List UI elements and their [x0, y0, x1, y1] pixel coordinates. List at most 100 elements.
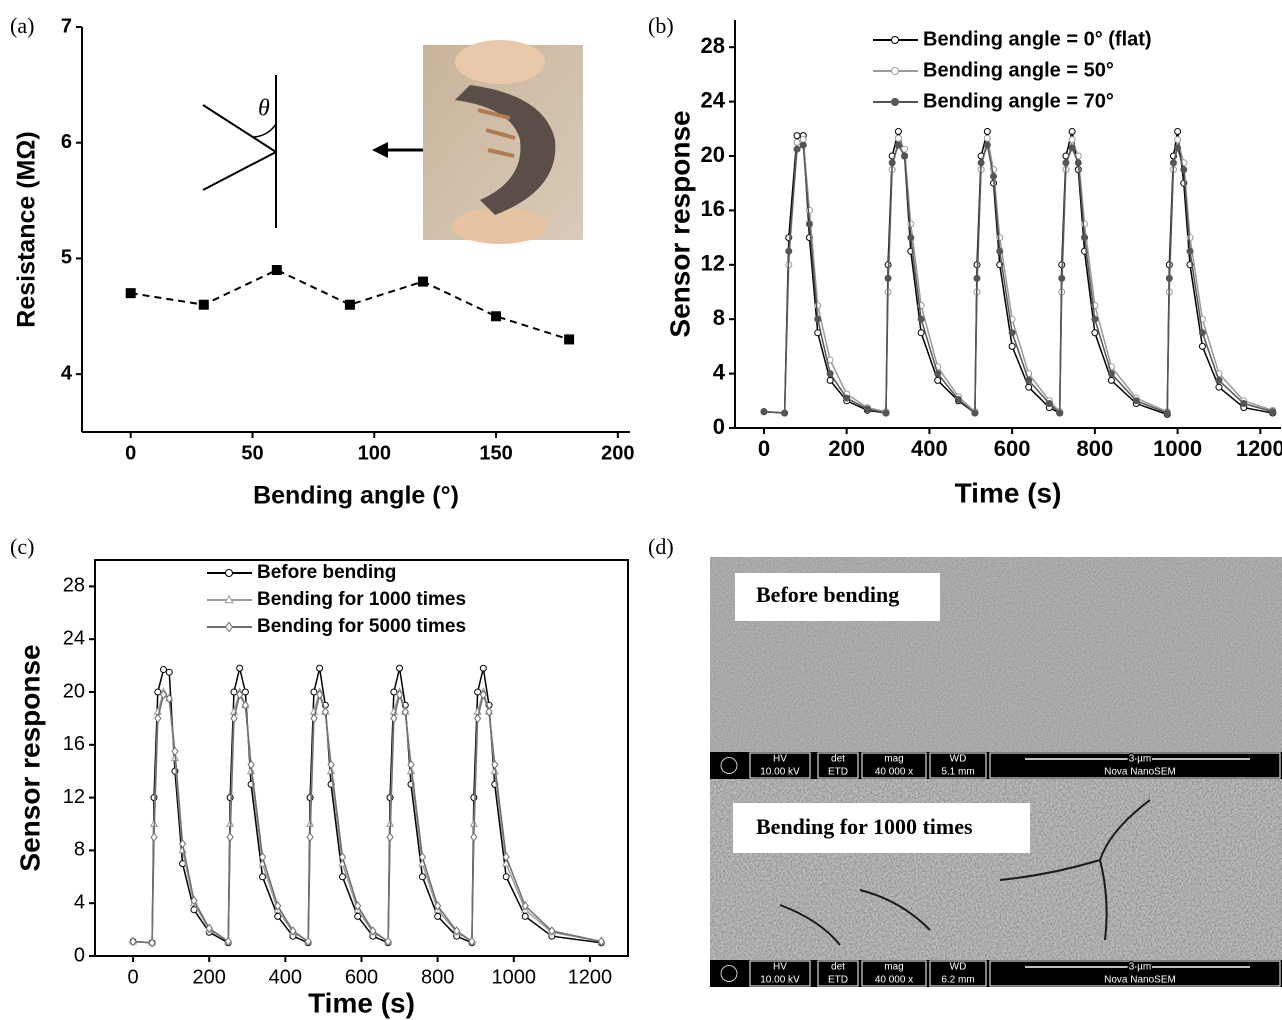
legend-marker — [224, 621, 234, 633]
marker — [977, 159, 985, 167]
marker — [1269, 408, 1277, 416]
marker — [354, 912, 362, 920]
marker — [384, 936, 392, 947]
info-cell — [817, 752, 859, 779]
marker — [205, 923, 213, 934]
marker — [1215, 383, 1223, 391]
marker — [1068, 136, 1076, 144]
x-axis-label: Time (s) — [955, 477, 1062, 508]
info-cell — [749, 752, 811, 779]
y-tick-label: 0 — [74, 944, 85, 966]
x-tick-label: 200 — [193, 966, 226, 988]
marker — [1068, 144, 1076, 152]
marker — [894, 141, 902, 149]
inset-photo — [423, 40, 583, 244]
marker — [1091, 329, 1099, 337]
marker — [160, 666, 168, 674]
marker — [354, 901, 362, 911]
y-axis-label: Sensor response — [14, 644, 45, 871]
marker — [258, 852, 267, 862]
marker — [971, 409, 979, 417]
y-tick-label: 8 — [74, 839, 85, 861]
marker — [306, 794, 314, 802]
marker — [996, 234, 1004, 242]
y-tick-label: 7 — [61, 15, 72, 37]
marker — [502, 873, 510, 881]
marker — [863, 405, 871, 413]
marker — [521, 912, 529, 920]
legend-marker — [891, 67, 899, 75]
marker — [395, 689, 404, 700]
logo — [720, 757, 738, 774]
marker — [479, 689, 487, 700]
marker — [407, 759, 415, 770]
series-line — [763, 131, 1273, 416]
marker — [470, 794, 478, 802]
marker — [934, 370, 942, 378]
y-tick-label: 28 — [701, 33, 725, 58]
marker — [826, 370, 834, 378]
marker — [1169, 159, 1177, 167]
marker — [1045, 400, 1053, 408]
marker — [1198, 342, 1206, 350]
marker — [1240, 400, 1248, 408]
y-tick-label: 4 — [74, 891, 85, 913]
marker — [1186, 234, 1194, 242]
logo — [720, 965, 738, 982]
x-tick-label: 150 — [479, 442, 512, 464]
marker — [171, 746, 179, 757]
info-label: det — [831, 754, 845, 765]
marker — [814, 315, 822, 323]
x-tick-label: 600 — [994, 436, 1031, 461]
marker — [386, 794, 394, 802]
legend-label: Bending angle = 0° (flat) — [923, 28, 1152, 50]
y-tick-label: 0 — [713, 414, 725, 439]
marker — [1180, 166, 1188, 174]
marker — [453, 926, 461, 936]
marker — [306, 832, 314, 842]
marker — [1081, 234, 1089, 242]
x-tick-label: 200 — [601, 442, 634, 464]
marker — [901, 145, 909, 153]
scale-label: 3 µm — [1129, 962, 1151, 973]
info-label: mag — [884, 962, 903, 973]
caption-box — [733, 803, 1030, 853]
marker — [1165, 274, 1173, 282]
x-tick-label: 400 — [911, 436, 948, 461]
y-tick-label: 6 — [61, 131, 72, 153]
x-tick-label: 0 — [128, 966, 139, 988]
marker — [996, 247, 1004, 255]
info-bar — [710, 960, 1282, 987]
marker — [316, 664, 324, 672]
marker — [973, 274, 981, 282]
inset-schematic — [202, 75, 277, 228]
series-line — [133, 691, 602, 944]
x-tick-label: 50 — [241, 442, 263, 464]
x-axis-label: Bending angle (°) — [253, 482, 459, 510]
info-value: 40 000 x — [875, 767, 913, 778]
marker — [1174, 144, 1182, 152]
marker — [781, 409, 789, 417]
marker — [369, 926, 377, 936]
marker — [882, 409, 890, 417]
info-bar — [710, 752, 1282, 779]
marker — [417, 276, 428, 287]
marker — [418, 873, 426, 881]
info-value: 5.1 mm — [941, 767, 974, 778]
y-tick-label: 20 — [701, 142, 725, 167]
marker — [1008, 342, 1016, 350]
x-tick-label: 1200 — [568, 966, 613, 988]
y-axis-label: Resistance (MΩ) — [13, 131, 41, 327]
angle-symbol: θ — [258, 96, 270, 122]
series-line — [763, 136, 1273, 414]
x-tick-label: 1000 — [492, 966, 537, 988]
legend-label: Bending for 1000 times — [257, 589, 466, 610]
marker — [894, 128, 902, 136]
marker — [154, 688, 162, 696]
marker — [793, 145, 801, 153]
marker — [1174, 136, 1182, 144]
marker — [983, 128, 991, 136]
marker — [793, 132, 801, 140]
legend-label: Before bending — [257, 562, 396, 583]
